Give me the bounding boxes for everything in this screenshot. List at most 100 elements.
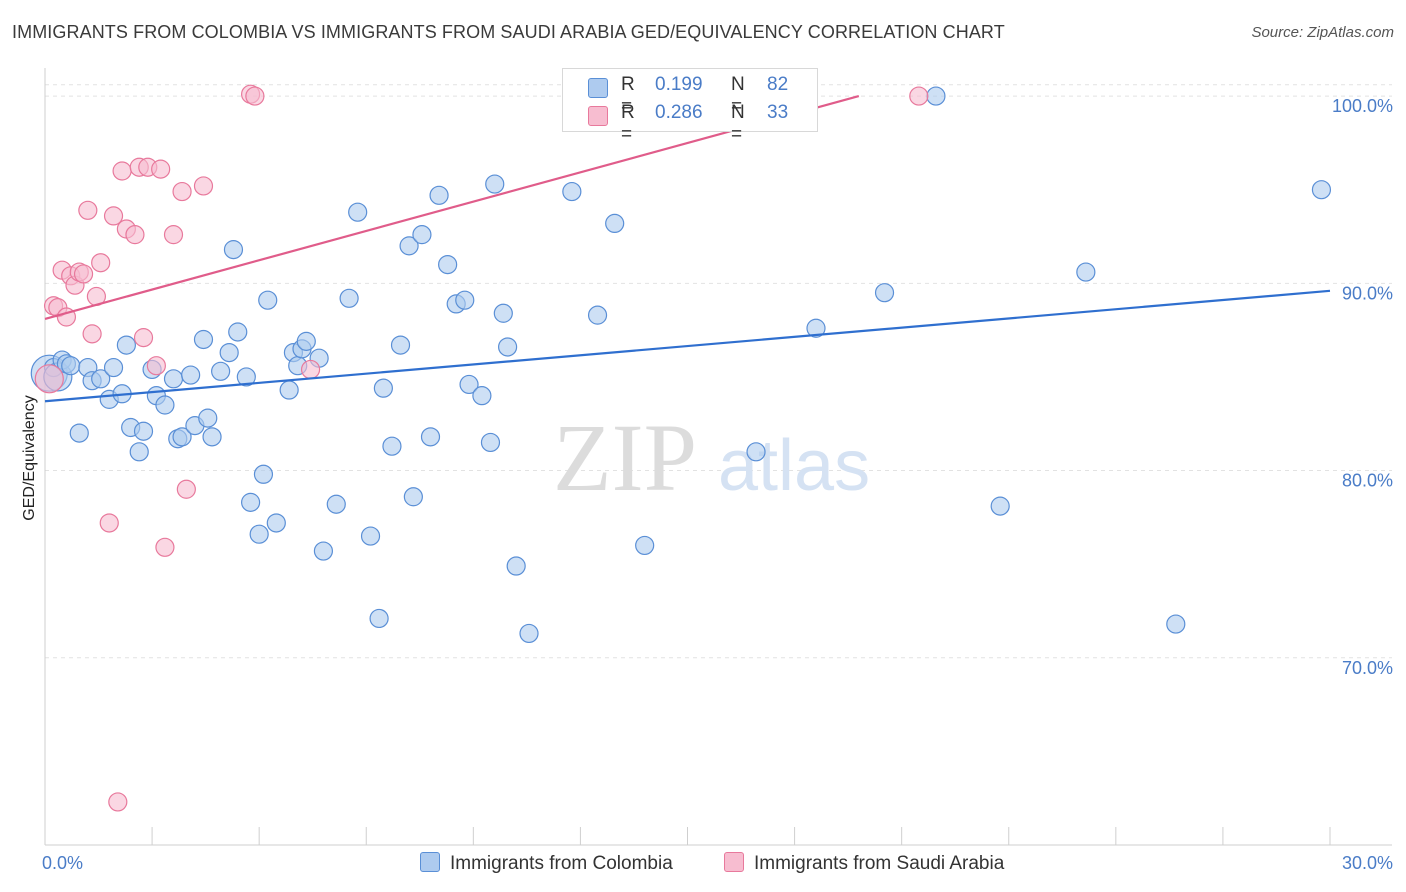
colombia-point — [249, 524, 269, 544]
colombia-point — [1166, 614, 1186, 634]
colombia-point — [1311, 180, 1332, 200]
colombia-point — [403, 487, 423, 507]
colombia-point — [459, 374, 479, 395]
saudi-point — [112, 161, 132, 181]
colombia-point — [313, 541, 334, 561]
colombia-point — [339, 288, 359, 308]
colombia-point — [155, 395, 175, 415]
saudi-point — [82, 324, 102, 344]
saudi-point — [91, 253, 111, 273]
colombia-point — [472, 386, 492, 406]
colombia-point — [438, 254, 458, 275]
colombia-point — [129, 442, 149, 462]
colombia-point — [373, 378, 393, 398]
saudi-point — [133, 328, 154, 348]
colombia-point — [390, 335, 411, 355]
saudi-point — [172, 181, 192, 202]
stats-legend: R = 0.199 N = 82 R = 0.286 N = 33 — [562, 68, 818, 145]
colombia-point — [506, 556, 526, 576]
saudi-point — [103, 206, 124, 226]
n-label: N = — [731, 74, 745, 117]
legend-item-colombia[interactable]: Immigrants from Colombia — [420, 852, 673, 875]
colombia-point — [412, 225, 432, 245]
colombia-point — [429, 185, 449, 205]
colombia-point — [258, 290, 278, 310]
colombia-point — [990, 496, 1010, 516]
y-tick-label: 80.0% — [1342, 471, 1393, 491]
legend-label-saudi: Immigrants from Saudi Arabia — [754, 853, 1005, 874]
colombia-point — [172, 427, 192, 447]
colombia-point — [587, 305, 608, 325]
trend-lines — [44, 95, 1331, 403]
colombia-point — [198, 408, 218, 428]
colombia-point — [133, 421, 154, 441]
colombia-point — [1076, 262, 1096, 282]
trend-line-colombia — [44, 289, 1331, 403]
colombia-point — [498, 337, 518, 357]
colombia-point — [223, 240, 244, 260]
trend-line-saudi — [44, 95, 860, 320]
colombia-point — [562, 181, 582, 202]
n-value: 82 — [767, 74, 789, 95]
colombia-point — [279, 380, 299, 400]
colombia-point — [211, 361, 231, 381]
colombia-point — [326, 494, 346, 514]
colombia-point — [360, 526, 381, 546]
colombia-point — [493, 303, 513, 323]
colombia-point — [253, 464, 274, 484]
legend-item-saudi[interactable]: Immigrants from Saudi Arabia — [724, 852, 1004, 875]
saudi-swatch — [724, 852, 744, 872]
colombia-point — [202, 427, 222, 447]
x-axis-ticks — [44, 827, 1331, 845]
x-tick-label: 30.0% — [1342, 853, 1393, 873]
y-tick-label: 100.0% — [1332, 96, 1393, 116]
colombia-point — [926, 86, 946, 106]
r-label: R = — [621, 74, 635, 117]
colombia-point — [399, 236, 419, 256]
saudi-point — [909, 86, 929, 106]
watermark: ZIP atlas — [553, 404, 870, 511]
y-tick-label: 70.0% — [1342, 658, 1393, 678]
colombia-point — [193, 329, 214, 350]
colombia-point — [369, 608, 389, 629]
colombia-point — [163, 369, 184, 389]
colombia-point — [348, 202, 368, 222]
chart-title: IMMIGRANTS FROM COLOMBIA VS IMMIGRANTS F… — [12, 22, 1005, 42]
source-label: Source: ZipAtlas.com — [1251, 24, 1394, 41]
saudi-point — [146, 356, 166, 376]
colombia-swatch — [588, 78, 608, 98]
x-tick-labels: 0.0% 30.0% — [42, 853, 1393, 873]
y-tick-label: 90.0% — [1342, 283, 1393, 303]
colombia-point — [455, 290, 475, 310]
saudi-point — [73, 264, 94, 284]
x-tick-label: 0.0% — [42, 853, 83, 873]
watermark-zip: ZIP — [553, 404, 697, 511]
y-axis-label: GED/Equivalency — [21, 395, 38, 520]
colombia-point — [219, 342, 239, 363]
saudi-point — [125, 225, 145, 245]
colombia-point — [103, 357, 124, 378]
colombia-point — [382, 436, 402, 456]
colombia-point — [228, 322, 248, 342]
saudi-point — [193, 176, 214, 196]
legend-label-colombia: Immigrants from Colombia — [450, 853, 673, 874]
r-value: 0.286 — [655, 102, 703, 123]
colombia-point — [91, 369, 111, 389]
colombia-point — [61, 356, 81, 376]
saudi-point — [108, 792, 128, 812]
colombia-point — [241, 492, 261, 512]
saudi-point — [78, 200, 98, 220]
series-colombia-points — [30, 86, 1332, 644]
axes — [44, 68, 1392, 846]
series-saudi-points — [34, 84, 929, 812]
colombia-point — [296, 331, 316, 351]
colombia-point — [69, 423, 89, 443]
saudi-point — [34, 364, 64, 394]
colombia-point — [181, 365, 201, 385]
colombia-point — [266, 513, 286, 533]
saudi-point — [163, 225, 184, 245]
saudi-swatch — [588, 106, 608, 126]
watermark-atlas: atlas — [718, 426, 870, 506]
colombia-point — [480, 432, 501, 453]
